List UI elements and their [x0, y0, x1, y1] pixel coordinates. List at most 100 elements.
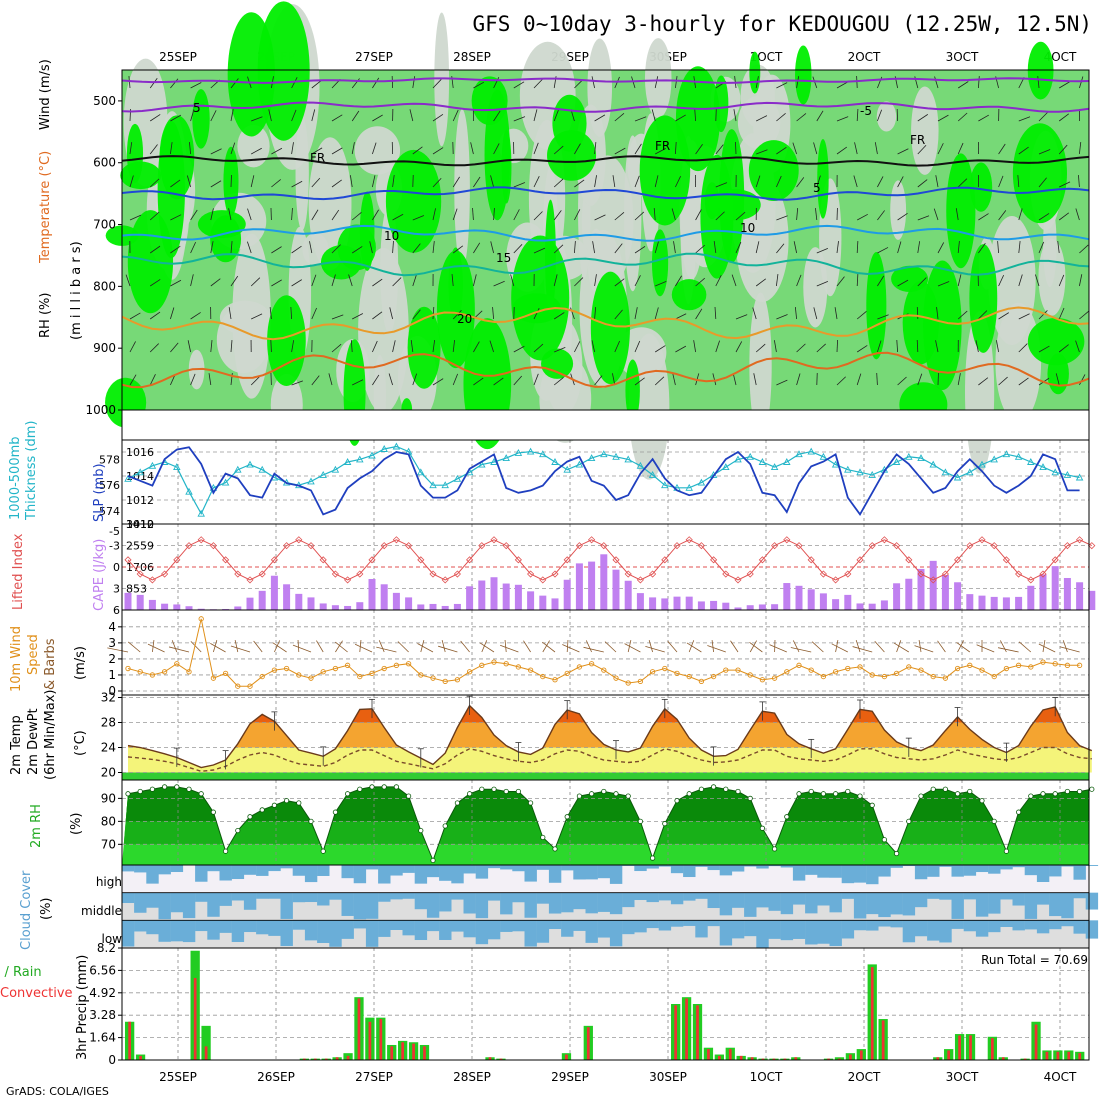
cloud-bar: [817, 920, 830, 944]
wind-barb: [452, 208, 458, 221]
cloud-bar: [1073, 920, 1086, 934]
cloud-bar: [158, 892, 171, 920]
cape-bar: [868, 603, 876, 610]
wind-barb: [836, 116, 849, 122]
thickness-point: [722, 463, 730, 471]
cloud-bar: [1036, 865, 1050, 883]
cloud-bar: [914, 920, 928, 937]
thickness-point: [307, 477, 315, 485]
wind-barb: [351, 110, 360, 122]
wind-barb: [311, 147, 323, 155]
rh-point: [149, 786, 155, 792]
wind-barb: [268, 109, 272, 122]
wind-barb: [251, 116, 263, 122]
thickness-point: [600, 450, 608, 458]
cape-bar: [807, 589, 815, 610]
wind-barb: [493, 143, 500, 155]
cloud-bar: [975, 892, 989, 917]
lifted-index-label: Lifted Index: [11, 533, 26, 610]
wind-barb: [566, 639, 569, 653]
wind-barb: [897, 212, 908, 221]
precip-frame: [121, 947, 1090, 1061]
lifted-index-point: [636, 576, 644, 584]
wind-barb: [675, 345, 687, 353]
cloud-bar: [585, 865, 598, 880]
cloud-bar: [158, 865, 171, 875]
cloud-bar: [1024, 920, 1038, 930]
cloud-bar: [853, 865, 867, 883]
wind-barb: [1058, 307, 1065, 320]
lifted-index-point: [417, 556, 425, 564]
lifted-index-point: [563, 556, 571, 564]
wind-barb: [473, 242, 481, 254]
wind-barb: [998, 210, 1007, 221]
thickness-point: [173, 463, 181, 471]
thickness-point: [978, 460, 986, 468]
wind-barb: [128, 76, 131, 89]
cloud-bar: [609, 865, 623, 884]
wind-barb: [755, 241, 760, 254]
wind-barb: [352, 379, 364, 386]
wind-barb: [170, 179, 181, 188]
cloud-bar: [829, 865, 842, 878]
wind-barb: [675, 114, 686, 122]
wind-barb: [331, 343, 342, 353]
wind-barb: [441, 640, 446, 653]
cloud-bar: [670, 865, 684, 874]
cape-bar: [636, 593, 644, 610]
wind-barb: [489, 340, 494, 353]
rh-moist-area: [267, 295, 306, 387]
wind-barb: [836, 376, 846, 386]
wind-barb: [634, 175, 640, 188]
wind-barb: [957, 112, 968, 122]
cloud-bar: [866, 920, 879, 931]
cloud-bar: [585, 892, 598, 914]
lifted-index-point: [673, 542, 681, 550]
lifted-index-point: [600, 542, 608, 550]
cape-label: CAPE (J/kg): [92, 539, 107, 611]
wind-barb: [574, 241, 576, 254]
cloud-bar: [1036, 892, 1050, 905]
precip-conv-bar: [969, 1035, 972, 1060]
rh-point: [527, 800, 534, 806]
cloud-bar: [646, 892, 659, 903]
thickness-point: [746, 452, 754, 460]
wind-barb: [776, 215, 788, 221]
date-label-bottom: 1OCT: [750, 1070, 783, 1084]
temperature-contour: [121, 351, 1090, 389]
cloud-bar: [817, 865, 830, 878]
cape-bar: [1088, 590, 1096, 610]
precip-conv-bar: [368, 1021, 372, 1060]
cape-bar: [222, 608, 230, 610]
cloud-bar: [597, 920, 611, 938]
lifted-index-point: [844, 570, 852, 578]
thickness-point: [1014, 452, 1023, 460]
cloud-bar: [646, 920, 659, 929]
thickness-point: [1002, 450, 1011, 458]
cape-bar: [954, 582, 962, 610]
wind-speed-point: [674, 670, 680, 677]
wind-barb: [957, 373, 961, 386]
cape-bar: [270, 575, 278, 610]
cloud-bar: [280, 892, 293, 919]
cloud-bar: [683, 892, 696, 901]
cloud-bar: [609, 920, 623, 947]
chart-title: GFS 0~10day 3-hourly for KEDOUGOU (12.25…: [472, 12, 1092, 36]
cloud-bar: [939, 865, 952, 867]
wind-barb: [291, 380, 303, 386]
minmax-label: (6hr Min/Max): [43, 690, 58, 780]
wind-barb: [933, 208, 939, 221]
cape-bar: [685, 596, 693, 610]
wind-barb: [897, 279, 909, 287]
wind-barb: [1038, 241, 1045, 254]
wind-barb: [695, 244, 705, 254]
precip-total-label: Total / Rain: [0, 965, 42, 980]
wind-barb: [877, 275, 885, 287]
upper-air-panel: 5 FR FR FR -5 5 10 10 15 20 500 600 700 800 900 1000: [85, 1, 1090, 480]
wind-barb: [392, 241, 394, 254]
cape-bar: [319, 603, 327, 610]
rh-point: [320, 848, 326, 854]
thickness-point: [380, 445, 388, 452]
date-label-bottom: 4OCT: [1044, 1070, 1077, 1084]
wind-barb: [190, 241, 197, 254]
